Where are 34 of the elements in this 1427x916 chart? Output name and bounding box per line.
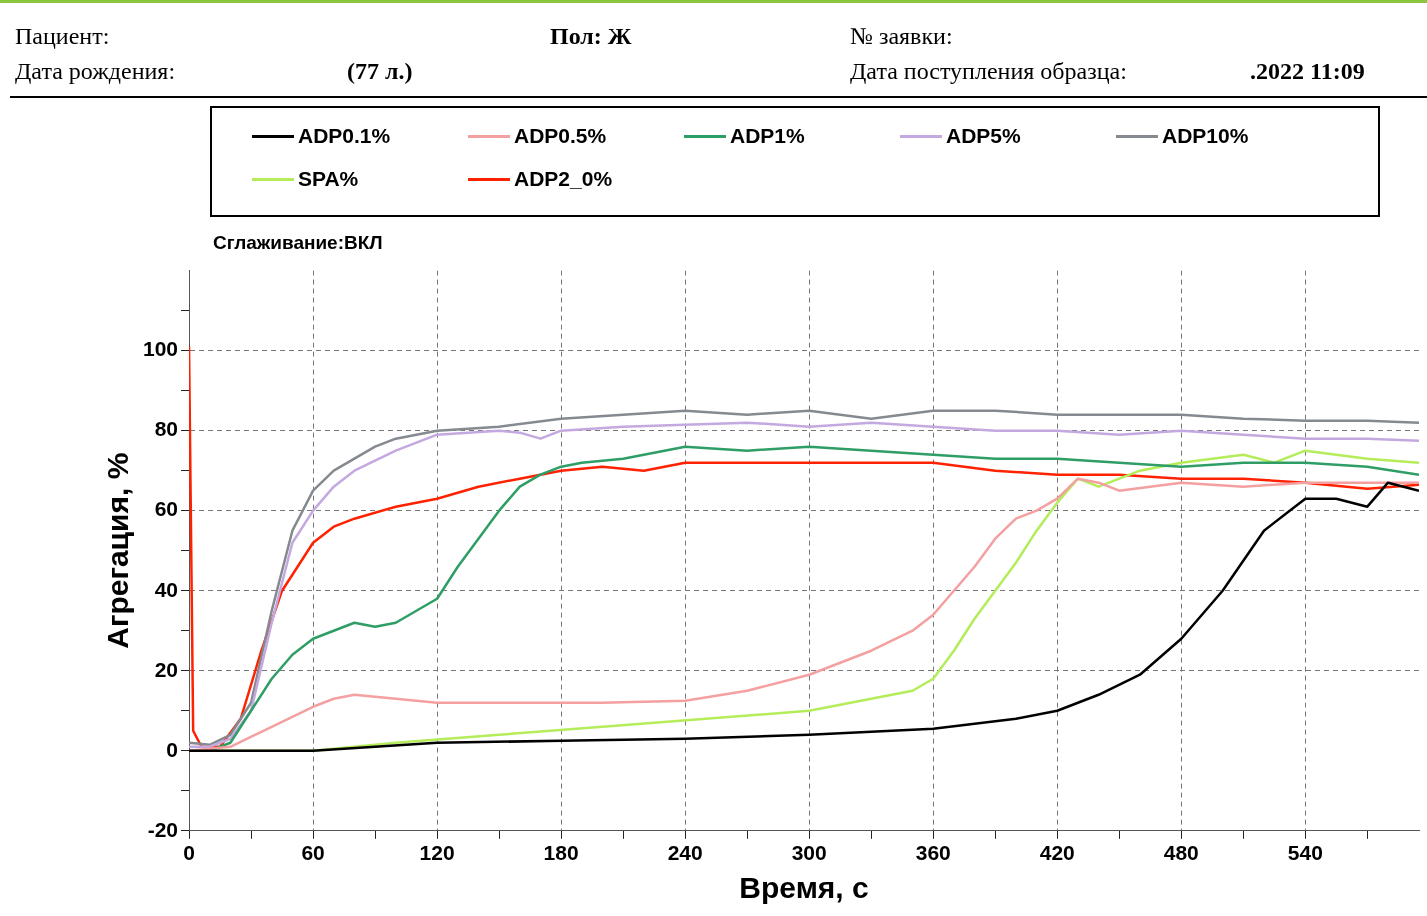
y-tick-label: 80 bbox=[154, 417, 179, 441]
text: Пол: Ж bbox=[550, 23, 632, 50]
x-tick-label: 360 bbox=[915, 841, 951, 865]
x-tick-label: 120 bbox=[419, 841, 455, 865]
x-tick-label: 0 bbox=[183, 841, 195, 865]
y-tick-label: 20 bbox=[154, 657, 179, 681]
x-tick-label: 420 bbox=[1039, 841, 1075, 865]
x-tick-label: 300 bbox=[791, 841, 827, 865]
text: (77 л.) bbox=[347, 58, 413, 85]
legend-label: ADP5% bbox=[946, 124, 1021, 148]
text: Дата поступления образца: bbox=[850, 58, 1127, 85]
legend-label: ADP2_0% bbox=[514, 167, 613, 191]
legend-label: ADP0.5% bbox=[514, 124, 607, 148]
y-tick-label: 100 bbox=[142, 337, 179, 361]
text: Пациент: bbox=[15, 23, 110, 50]
text: .2022 11:09 bbox=[1250, 58, 1365, 85]
y-tick-label: 40 bbox=[154, 577, 179, 601]
x-tick-label: 540 bbox=[1287, 841, 1323, 865]
y-tick-label: 0 bbox=[166, 737, 179, 761]
x-tick-label: 240 bbox=[667, 841, 703, 865]
y-tick-label: 60 bbox=[154, 497, 179, 521]
text: № заявки: bbox=[850, 23, 953, 50]
y-axis-title: Агрегация, % bbox=[101, 452, 135, 649]
text: Дата рождения: bbox=[15, 58, 176, 85]
legend-label: ADP1% bbox=[730, 124, 805, 148]
legend-label: ADP0.1% bbox=[298, 124, 391, 148]
x-tick-label: 480 bbox=[1163, 841, 1199, 865]
chart-title: Сглаживание:ВКЛ bbox=[213, 232, 383, 254]
y-tick-label: -20 bbox=[147, 817, 179, 841]
legend-label: SPA% bbox=[298, 167, 359, 191]
x-tick-label: 180 bbox=[543, 841, 579, 865]
x-axis-title: Время, с bbox=[739, 871, 869, 905]
x-tick-label: 60 bbox=[301, 841, 325, 865]
legend-label: ADP10% bbox=[1162, 124, 1249, 148]
